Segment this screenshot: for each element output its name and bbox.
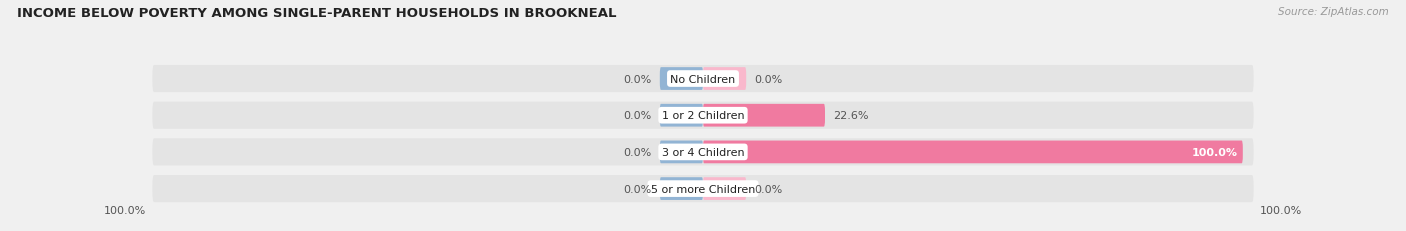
Text: 0.0%: 0.0% [623,184,652,194]
Text: 0.0%: 0.0% [754,74,783,84]
FancyBboxPatch shape [703,104,825,127]
FancyBboxPatch shape [659,68,703,91]
Text: 0.0%: 0.0% [754,184,783,194]
FancyBboxPatch shape [152,102,1254,129]
Text: 100.0%: 100.0% [104,205,146,215]
Text: 100.0%: 100.0% [1191,147,1237,157]
Text: 5 or more Children: 5 or more Children [651,184,755,194]
FancyBboxPatch shape [152,175,1254,202]
Text: INCOME BELOW POVERTY AMONG SINGLE-PARENT HOUSEHOLDS IN BROOKNEAL: INCOME BELOW POVERTY AMONG SINGLE-PARENT… [17,7,616,20]
FancyBboxPatch shape [659,104,703,127]
Text: No Children: No Children [671,74,735,84]
FancyBboxPatch shape [703,177,747,200]
FancyBboxPatch shape [659,141,703,164]
FancyBboxPatch shape [703,68,747,91]
Text: 0.0%: 0.0% [623,74,652,84]
Text: 22.6%: 22.6% [834,111,869,121]
FancyBboxPatch shape [703,141,1243,164]
Text: 0.0%: 0.0% [623,111,652,121]
Text: 1 or 2 Children: 1 or 2 Children [662,111,744,121]
Text: 3 or 4 Children: 3 or 4 Children [662,147,744,157]
FancyBboxPatch shape [659,177,703,200]
Text: 0.0%: 0.0% [623,147,652,157]
FancyBboxPatch shape [152,66,1254,93]
Text: Source: ZipAtlas.com: Source: ZipAtlas.com [1278,7,1389,17]
Text: 100.0%: 100.0% [1260,205,1302,215]
FancyBboxPatch shape [152,139,1254,166]
